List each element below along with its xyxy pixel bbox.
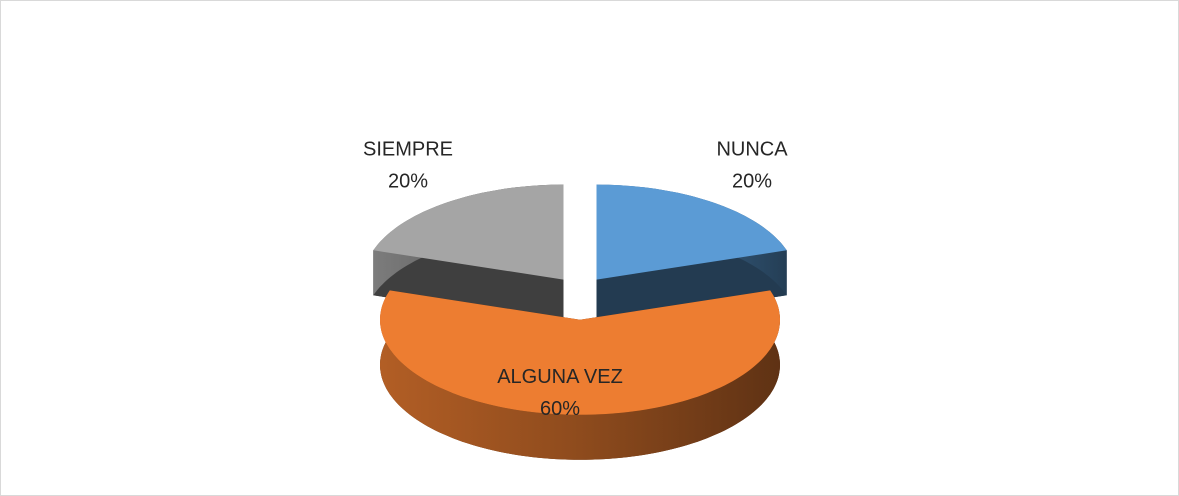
slice-top xyxy=(373,184,564,280)
pie xyxy=(373,184,787,460)
slice-category-label: ALGUNA VEZ xyxy=(497,366,623,388)
slice xyxy=(380,290,780,460)
slice-top xyxy=(380,290,780,415)
slice-side xyxy=(373,250,564,325)
slice-value-label: 60% xyxy=(540,398,580,420)
slice-wall xyxy=(380,290,780,460)
slice-value-label: 20% xyxy=(732,170,772,192)
slice xyxy=(373,184,564,325)
slice-top xyxy=(596,184,787,280)
slice-category-label: NUNCA xyxy=(716,138,788,160)
slice-value-label: 20% xyxy=(388,170,428,192)
slice-side xyxy=(596,250,787,325)
labels: NUNCA 20% ALGUNA VEZ 60% SIEMPRE 20% xyxy=(363,138,788,420)
slice-category-label: SIEMPRE xyxy=(363,138,453,160)
